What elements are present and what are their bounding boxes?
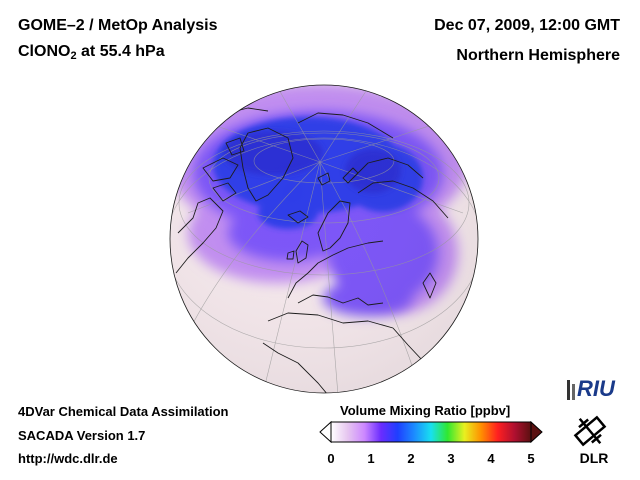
colorbar-tick-label: 0 — [327, 451, 335, 466]
analysis-datetime: Dec 07, 2009, 12:00 GMT — [434, 17, 620, 34]
colorbar-tick-label: 4 — [487, 451, 495, 466]
dlr-logo: DLR — [573, 415, 609, 466]
colorbar-tick-label: 1 — [367, 451, 375, 466]
svg-text:DLR: DLR — [580, 450, 609, 466]
species-subscript: 2 — [70, 50, 77, 62]
species-label: ClONO — [18, 43, 71, 60]
footer-version: SACADA Version 1.7 — [18, 428, 146, 443]
colorbar-title: Volume Mixing Ratio [ppbv] — [340, 403, 511, 418]
colorbar-tick-label: 2 — [407, 451, 415, 466]
pressure-level: at 55.4 hPa — [76, 43, 165, 60]
colorbar — [319, 421, 543, 443]
globe-outline — [169, 84, 479, 394]
footer-assimilation: 4DVar Chemical Data Assimilation — [18, 404, 229, 419]
hemisphere-label: Northern Hemisphere — [456, 47, 620, 64]
footer-url[interactable]: http://wdc.dlr.de — [18, 451, 118, 466]
map-title: GOME–2 / MetOp Analysis — [18, 17, 218, 34]
svg-text:RIU: RIU — [577, 376, 616, 401]
colorbar-gradient — [330, 421, 532, 443]
colorbar-max-arrow — [530, 421, 543, 443]
colorbar-min-arrow — [319, 421, 332, 443]
riu-logo: RIU — [567, 376, 616, 401]
map-subtitle: ClONO2 at 55.4 hPa — [18, 43, 165, 62]
colorbar-tick-label: 5 — [527, 451, 535, 466]
globe-map — [169, 84, 479, 394]
colorbar-tick-label: 3 — [447, 451, 455, 466]
